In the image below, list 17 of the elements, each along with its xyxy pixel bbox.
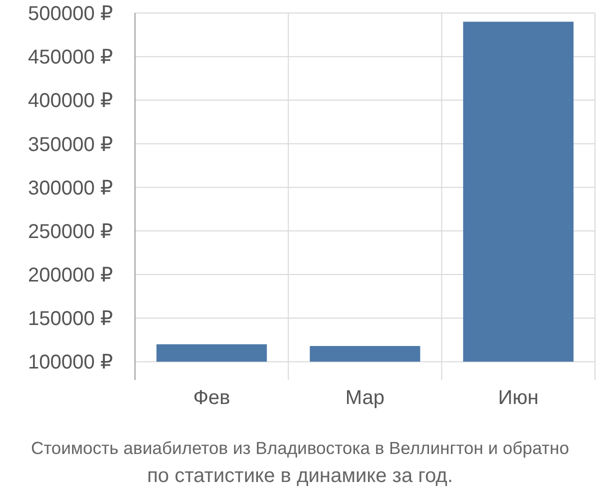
y-tick-label: 450000 ₽ <box>28 46 114 69</box>
bar <box>310 346 420 362</box>
y-tick-label: 100000 ₽ <box>28 352 114 374</box>
x-tick-label: Фев <box>193 387 230 409</box>
text: по статистике в динамике за год. <box>147 465 453 487</box>
text: Стоимость авиабилетов из Владивостока в Веллингтон и обратно <box>30 438 570 458</box>
y-tick-label: 350000 ₽ <box>28 134 114 156</box>
x-tick-label: Июн <box>498 387 539 409</box>
y-tick-label: 200000 ₽ <box>28 264 114 287</box>
bar <box>463 22 574 362</box>
x-tick-label: Мар <box>345 387 385 409</box>
y-tick-label: 150000 ₽ <box>28 308 114 330</box>
y-tick-label: 400000 ₽ <box>28 90 114 112</box>
y-tick-label: 250000 ₽ <box>28 220 114 243</box>
bar <box>156 344 267 362</box>
y-tick-label: 300000 ₽ <box>28 177 114 200</box>
y-tick-label: 500000 ₽ <box>28 3 114 25</box>
